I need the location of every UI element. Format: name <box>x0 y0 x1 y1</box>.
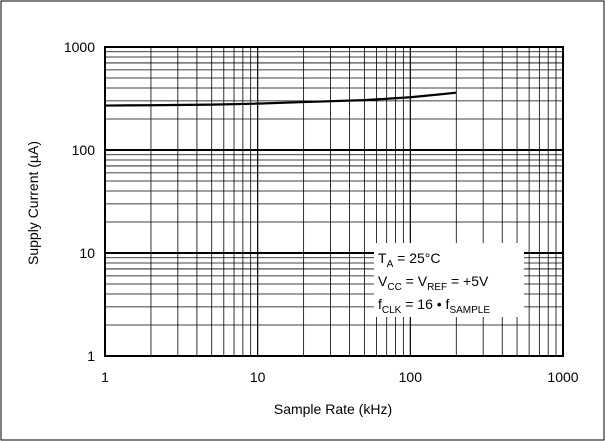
x-tick-label: 1000 <box>547 369 578 385</box>
conditions-annotation: TA = 25°C VCC = VREF = +5V fCLK = 16 • f… <box>374 243 524 317</box>
tick-labels: 1 10 100 1000 1 10 100 1000 <box>64 39 579 385</box>
series-line-supply-current <box>104 91 457 107</box>
plot-area-border <box>104 46 564 357</box>
annotation-line-ta: TA = 25°C <box>378 250 440 270</box>
annotation-line-vcc: VCC = VREF = +5V <box>378 273 489 293</box>
x-tick-label: 100 <box>399 369 423 385</box>
annotation-line-fclk: fCLK = 16 • fSAMPLE <box>378 296 490 316</box>
x-axis-title: Sample Rate (kHz) <box>274 401 392 417</box>
y-tick-label: 10 <box>79 245 95 261</box>
y-tick-label: 1000 <box>64 39 95 55</box>
y-tick-label: 100 <box>72 142 96 158</box>
series-group <box>104 91 457 107</box>
y-tick-label: 1 <box>87 348 95 364</box>
x-tick-label: 10 <box>250 369 266 385</box>
annotation-background <box>374 243 524 317</box>
y-axis-title: Supply Current (µA) <box>25 141 41 265</box>
x-tick-label: 1 <box>101 369 109 385</box>
plot-area <box>104 46 564 357</box>
